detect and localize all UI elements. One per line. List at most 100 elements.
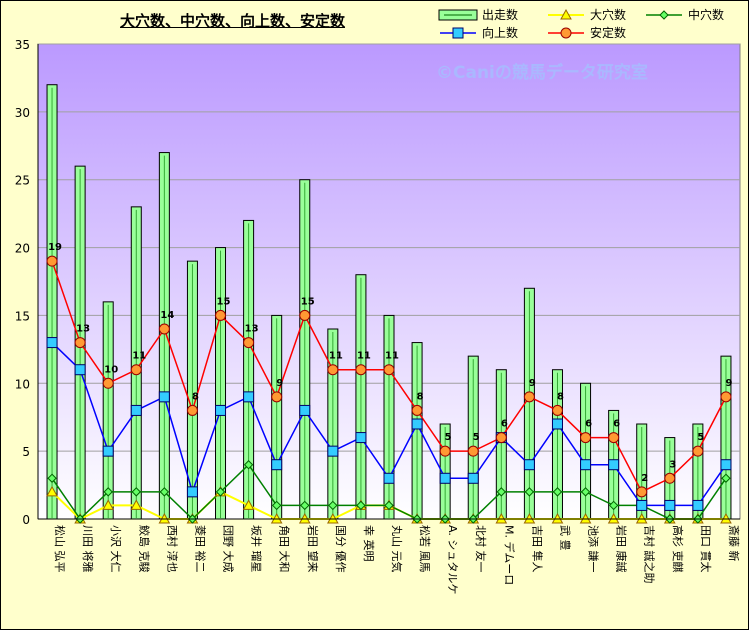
point-kojo: [411, 418, 423, 430]
x-tick-label: 幸 英明: [362, 525, 376, 562]
x-tick-label: 岩田 望来: [306, 525, 320, 573]
data-label-antei: 13: [76, 324, 90, 335]
legend-label-chuana: 中穴数: [688, 8, 725, 22]
point-kojo: [523, 459, 535, 471]
x-tick-label: 松若 風馬: [418, 525, 432, 573]
data-label-antei: 2: [641, 473, 648, 484]
point-kojo: [130, 404, 142, 416]
point-chuana: [103, 487, 113, 497]
y-tick-label: 25: [15, 174, 30, 188]
point-kojo: [158, 391, 170, 403]
y-tick-label: 35: [15, 38, 30, 52]
point-antei: [215, 309, 227, 321]
point-antei: [327, 364, 339, 376]
point-antei: [102, 377, 114, 389]
point-antei: [411, 404, 423, 416]
point-antei: [243, 337, 255, 349]
data-label-antei: 15: [301, 296, 315, 307]
data-label-antei: 14: [160, 310, 174, 321]
point-kojo: [243, 391, 255, 403]
x-tick-label: 菱田 裕二: [193, 525, 206, 573]
x-tick-label: 国分 優作: [334, 525, 347, 573]
data-label-antei: 10: [104, 364, 118, 375]
point-antei: [299, 309, 311, 321]
point-antei: [186, 404, 198, 416]
point-chuana: [300, 500, 310, 511]
point-kojo: [355, 432, 367, 444]
point-antei: [383, 364, 395, 376]
y-tick-label: 20: [15, 242, 30, 256]
point-oana: [242, 499, 255, 510]
x-tick-label: 田口 貫太: [699, 525, 712, 573]
point-antei: [720, 391, 732, 403]
x-tick-label: 団野 大成: [222, 525, 236, 573]
point-antei: [271, 391, 283, 403]
data-label-antei: 13: [245, 324, 259, 335]
point-chuana: [47, 473, 57, 483]
point-antei: [664, 472, 676, 484]
point-kojo: [46, 337, 58, 349]
data-label-antei: 3: [669, 459, 676, 470]
point-kojo: [271, 459, 283, 471]
legend-entry-chuana: 中穴数: [644, 6, 724, 23]
x-tick-label: 鮫島 克駿: [137, 525, 151, 573]
point-kojo: [551, 418, 563, 430]
point-chuana: [356, 500, 366, 511]
data-label-antei: 5: [445, 432, 452, 443]
point-chuana: [215, 487, 226, 497]
x-tick-label: 岩田 康誠: [615, 525, 629, 573]
point-oana: [130, 499, 143, 510]
legend-label-runs: 出走数: [482, 8, 519, 22]
data-label-antei: 6: [501, 419, 508, 430]
point-chuana: [271, 500, 282, 511]
point-chuana: [721, 473, 731, 483]
data-label-antei: 8: [557, 391, 564, 402]
point-kojo: [636, 499, 648, 511]
x-tick-label: 川田 将雅: [81, 525, 95, 573]
x-tick-label: 丸山 元気: [390, 525, 404, 573]
x-tick-label: 小沢 大仁: [109, 525, 123, 573]
point-chuana: [243, 460, 254, 470]
point-kojo: [186, 486, 198, 498]
x-tick-label: 角田 大和: [278, 525, 292, 573]
point-antei: [495, 432, 507, 444]
point-antei: [355, 364, 367, 376]
point-kojo: [74, 364, 86, 376]
x-tick-label: 斎藤 新: [727, 525, 741, 562]
data-label-antei: 8: [192, 391, 199, 402]
data-label-antei: 6: [613, 419, 620, 430]
point-kojo: [215, 404, 227, 416]
legend-label-oana: 大穴数: [590, 8, 627, 22]
x-tick-label: 西村 淳也: [165, 525, 179, 573]
point-chuana: [328, 500, 338, 511]
point-antei: [580, 432, 592, 444]
point-kojo: [467, 472, 479, 484]
legend-entry-antei: 安定数: [546, 24, 626, 41]
point-chuana: [159, 487, 170, 497]
y-tick-label: 15: [15, 309, 30, 323]
point-kojo: [692, 499, 704, 511]
data-label-antei: 8: [417, 391, 424, 402]
data-label-antei: 11: [357, 351, 371, 362]
watermark: ©Caniの競馬データ研究室: [436, 63, 648, 83]
point-antei: [439, 445, 451, 457]
legend-label-kojo: 向上数: [482, 26, 519, 40]
x-tick-label: 吉田 隼人: [530, 525, 544, 573]
data-label-antei: 11: [329, 351, 343, 362]
data-label-antei: 5: [473, 432, 480, 443]
point-chuana: [384, 500, 394, 511]
data-label-antei: 6: [585, 419, 592, 430]
point-chuana: [552, 487, 563, 497]
x-tick-label: M. デムーロ: [502, 525, 516, 585]
x-tick-label: 松山 弘平: [53, 525, 67, 573]
point-kojo: [664, 499, 676, 511]
point-antei: [551, 404, 563, 416]
y-tick-label: 30: [15, 106, 30, 120]
point-oana: [102, 499, 115, 510]
point-antei: [46, 255, 58, 267]
point-antei: [467, 445, 479, 457]
point-kojo: [439, 472, 451, 484]
point-kojo: [327, 445, 339, 457]
legend-label-antei: 安定数: [590, 26, 627, 40]
legend-entry-bar: 出走数: [438, 6, 518, 23]
